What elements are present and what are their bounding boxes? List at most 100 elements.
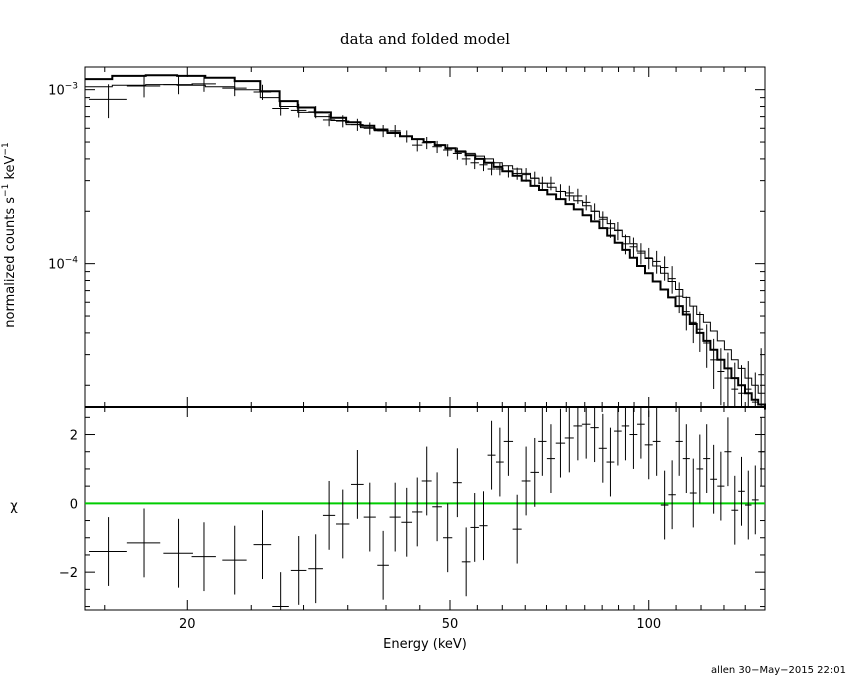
bottom-panel-frame — [84, 406, 766, 611]
data-point — [163, 76, 193, 95]
data-point — [758, 348, 765, 407]
residual-point — [512, 494, 522, 564]
residual-point — [530, 437, 540, 507]
model-curve-thin — [85, 84, 766, 400]
residual-point — [682, 424, 690, 494]
data-point — [598, 211, 607, 229]
residual-point — [495, 427, 504, 497]
data-point — [452, 147, 462, 160]
data-point — [89, 84, 127, 119]
residual-point — [758, 417, 765, 487]
bottom-y-tick-label: −2 — [59, 566, 78, 581]
residual-point — [377, 530, 389, 600]
residual-point — [350, 450, 364, 519]
data-point — [652, 250, 661, 274]
data-point — [487, 163, 496, 176]
residual-point — [573, 407, 583, 461]
data-point — [731, 362, 739, 407]
residual-point — [660, 470, 669, 540]
residual-point — [614, 407, 622, 466]
residual-point — [621, 407, 630, 461]
data-point — [710, 338, 718, 389]
data-point — [675, 282, 683, 314]
data-point — [350, 118, 364, 131]
data-point — [443, 144, 453, 157]
data-point — [389, 125, 401, 138]
data-point — [682, 296, 690, 331]
data-point — [363, 122, 376, 135]
residual-point — [163, 518, 193, 588]
residual-point — [652, 407, 661, 476]
residual-point — [581, 407, 591, 459]
data-point — [745, 361, 752, 407]
residual-point — [389, 482, 401, 552]
residual-point — [696, 434, 704, 504]
data-point — [606, 219, 615, 238]
residual-point — [487, 420, 496, 490]
data-point — [751, 372, 759, 407]
x-tick-label: 20 — [179, 617, 196, 632]
data-point — [322, 114, 336, 127]
residual-point — [710, 444, 718, 514]
residual-point — [461, 527, 471, 597]
data-point — [724, 352, 732, 407]
data-point — [621, 234, 630, 255]
residual-point — [555, 408, 566, 478]
data-point — [696, 311, 704, 352]
data-point — [538, 176, 547, 191]
model-curve-thick — [85, 74, 766, 410]
residual-point — [308, 534, 323, 604]
residual-point — [546, 424, 555, 494]
data-point — [668, 266, 676, 294]
data-point — [470, 156, 479, 170]
data-point — [521, 168, 531, 182]
residual-point — [689, 458, 697, 528]
x-tick-label: 50 — [442, 617, 459, 632]
bottom-y-axis-label: χ — [10, 499, 18, 514]
data-point — [717, 348, 725, 406]
residual-point — [598, 413, 607, 483]
data-point — [308, 106, 323, 119]
data-point — [738, 365, 745, 407]
residual-point — [668, 460, 676, 530]
data-point — [590, 203, 599, 221]
residual-point — [89, 517, 127, 586]
data-point — [222, 80, 247, 97]
data-point — [660, 256, 669, 281]
residual-point — [401, 487, 413, 557]
bottom-y-tick-label: 2 — [70, 429, 78, 444]
residual-point — [322, 480, 336, 550]
residual-point — [336, 489, 350, 559]
residual-point — [590, 407, 599, 463]
data-point — [253, 84, 272, 100]
footer-timestamp: allen 30−May−2015 22:01 — [711, 665, 846, 676]
residual-point — [629, 407, 638, 469]
data-point — [126, 76, 161, 98]
data-point — [614, 221, 622, 241]
data-point — [479, 158, 488, 172]
residual-point — [253, 510, 272, 580]
residual-point — [452, 448, 462, 518]
data-point — [272, 101, 289, 116]
residual-point — [432, 472, 442, 542]
residual-point — [503, 407, 514, 476]
data-point — [644, 247, 653, 270]
data-point — [530, 171, 540, 186]
residual-point — [272, 572, 289, 610]
residual-point — [222, 525, 247, 595]
residual-point — [443, 503, 453, 573]
residual-point — [738, 456, 745, 526]
residual-point — [731, 475, 739, 545]
residual-point — [421, 446, 432, 516]
top-y-axis-label-exp: −1 — [1, 184, 11, 197]
residual-point — [724, 417, 732, 487]
top-y-axis-label: normalized counts s−1 keV−1 — [1, 142, 18, 327]
data-point — [512, 167, 522, 180]
residual-point — [717, 451, 725, 521]
top-y-tick-label: 10−4 — [48, 256, 78, 273]
data-point — [191, 76, 216, 92]
data-point — [377, 125, 389, 138]
residual-point — [126, 508, 161, 578]
residual-point — [751, 465, 759, 535]
